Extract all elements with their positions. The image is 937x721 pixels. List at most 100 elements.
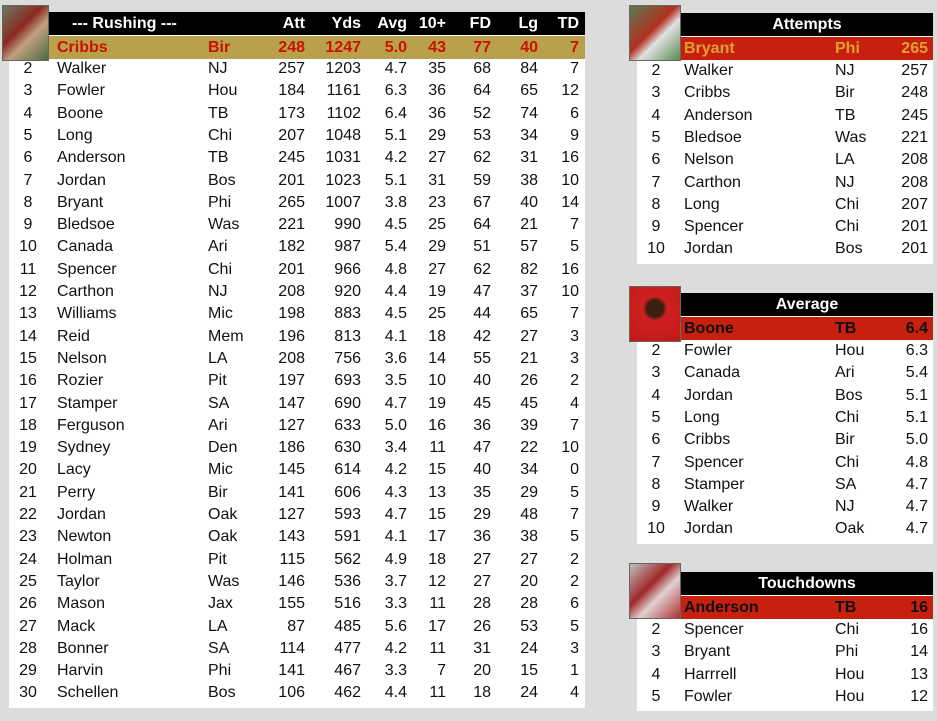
table-row[interactable]: 27 Mack LA 87 485 5.6 17 26 53 5 (0, 616, 585, 638)
column-header-fd[interactable]: FD (469, 15, 491, 32)
column-header-td[interactable]: TD (557, 15, 579, 32)
list-item[interactable]: 10 Jordan Bos 201 (637, 238, 933, 260)
table-row[interactable]: 16 Rozier Pit 197 693 3.5 10 40 26 2 (0, 370, 585, 392)
lg: 22 (520, 439, 538, 457)
rank: 8 (651, 195, 661, 213)
table-row[interactable]: 19 Sydney Den 186 630 3.4 11 47 22 10 (0, 437, 585, 459)
team: TB (208, 104, 229, 122)
avg: 4.3 (384, 483, 407, 501)
list-item[interactable]: 6 Nelson LA 208 (637, 149, 933, 171)
panel-touchdowns (637, 572, 933, 712)
table-row[interactable]: 2 Walker NJ 257 1203 4.7 35 68 84 7 (0, 58, 585, 80)
list-item[interactable]: 5 Long Chi 5.1 (637, 407, 933, 429)
player-name: Mason (57, 595, 106, 613)
list-item[interactable]: 3 Bryant Phi 14 (637, 641, 933, 663)
table-row[interactable]: 25 Taylor Was 146 536 3.7 12 27 20 2 (0, 571, 585, 593)
table-row[interactable]: 22 Jordan Oak 127 593 4.7 15 29 48 7 (0, 504, 585, 526)
fd: 64 (473, 216, 491, 234)
table-row[interactable]: 14 Reid Mem 196 813 4.1 18 42 27 3 (0, 326, 585, 348)
table-row[interactable]: 24 Holman Pit 115 562 4.9 18 27 27 2 (0, 549, 585, 571)
yds: 756 (334, 349, 361, 367)
table-row[interactable]: 3 Fowler Hou 184 1161 6.3 36 64 65 12 (0, 80, 585, 102)
fd: 36 (473, 416, 491, 434)
table-row[interactable]: 8 Bryant Phi 265 1007 3.8 23 67 40 14 (0, 192, 585, 214)
table-row[interactable]: 28 Bonner SA 114 477 4.2 11 31 24 3 (0, 638, 585, 660)
list-item[interactable]: 8 Long Chi 207 (637, 194, 933, 216)
list-item[interactable]: 2 Walker NJ 257 (637, 60, 933, 82)
column-header-10plus[interactable]: 10+ (418, 15, 446, 32)
list-item[interactable]: 9 Walker NJ 4.7 (637, 496, 933, 518)
yds: 467 (334, 662, 361, 680)
yds: 516 (334, 595, 361, 613)
rank: 9 (23, 216, 33, 234)
list-item[interactable]: 3 Cribbs Bir 248 (637, 82, 933, 104)
team: Chi (835, 218, 860, 236)
td: 5 (570, 617, 579, 635)
table-row[interactable]: 21 Perry Bir 141 606 4.3 13 35 29 5 (0, 482, 585, 504)
leader-row[interactable]: Cribbs Bir 248 1247 5.0 43 77 40 7 (49, 36, 585, 59)
lg: 65 (520, 305, 538, 323)
td: 16 (561, 260, 579, 278)
att: 182 (278, 238, 305, 256)
leader-row[interactable]: Bryant Phi 265 (681, 37, 933, 60)
table-row[interactable]: 9 Bledsoe Was 221 990 4.5 25 64 21 7 (0, 214, 585, 236)
list-item[interactable]: 10 Jordan Oak 4.7 (637, 518, 933, 540)
column-header-att[interactable]: Att (282, 15, 305, 32)
lg: 27 (520, 327, 538, 345)
table-row[interactable]: 6 Anderson TB 245 1031 4.2 27 62 31 16 (0, 147, 585, 169)
list-item[interactable]: 5 Bledsoe Was 221 (637, 127, 933, 149)
table-row[interactable]: 12 Carthon NJ 208 920 4.4 19 47 37 10 (0, 281, 585, 303)
list-item[interactable]: 8 Stamper SA 4.7 (637, 474, 933, 496)
table-row[interactable]: 7 Jordan Bos 201 1023 5.1 31 59 38 10 (0, 170, 585, 192)
table-row[interactable]: 13 Williams Mic 198 883 4.5 25 44 65 7 (0, 303, 585, 325)
yds: 813 (334, 327, 361, 345)
rank: 3 (651, 364, 661, 382)
table-row[interactable]: 23 Newton Oak 143 591 4.1 17 36 38 5 (0, 526, 585, 548)
td: 2 (570, 372, 579, 390)
table-row[interactable]: 30 Schellen Bos 106 462 4.4 11 18 24 4 (0, 682, 585, 704)
list-item[interactable]: 2 Spencer Chi 16 (637, 619, 933, 641)
ten-plus: 31 (428, 171, 446, 189)
list-item[interactable]: 4 Harrrell Hou 13 (637, 664, 933, 686)
list-item[interactable]: 7 Carthon NJ 208 (637, 172, 933, 194)
table-row[interactable]: 10 Canada Ari 182 987 5.4 29 51 57 5 (0, 236, 585, 258)
value: 16 (910, 599, 928, 616)
att: 127 (278, 416, 305, 434)
table-row[interactable]: 15 Nelson LA 208 756 3.6 14 55 21 3 (0, 348, 585, 370)
team: LA (208, 617, 228, 635)
avg: 5.4 (384, 238, 407, 256)
column-header-avg[interactable]: Avg (377, 15, 407, 32)
list-item[interactable]: 4 Anderson TB 245 (637, 105, 933, 127)
list-item[interactable]: 4 Jordan Bos 5.1 (637, 385, 933, 407)
att: 201 (278, 260, 305, 278)
leader-row[interactable]: Boone TB 6.4 (681, 317, 933, 340)
table-row[interactable]: 17 Stamper SA 147 690 4.7 19 45 45 4 (0, 393, 585, 415)
list-item[interactable]: 2 Fowler Hou 6.3 (637, 340, 933, 362)
column-header-lg[interactable]: Lg (518, 15, 538, 32)
table-row[interactable]: 4 Boone TB 173 1102 6.4 36 52 74 6 (0, 103, 585, 125)
ten-plus: 36 (428, 82, 446, 100)
value: 4.7 (905, 475, 928, 493)
leader-row[interactable]: Anderson TB 16 (681, 596, 933, 619)
list-item[interactable]: 7 Spencer Chi 4.8 (637, 452, 933, 474)
player-name: Anderson (57, 149, 126, 167)
ten-plus: 27 (428, 260, 446, 278)
list-item[interactable]: 3 Canada Ari 5.4 (637, 362, 933, 384)
ten-plus: 17 (428, 617, 446, 635)
list-item[interactable]: 6 Cribbs Bir 5.0 (637, 429, 933, 451)
lg: 38 (520, 528, 538, 546)
table-row[interactable]: 18 Ferguson Ari 127 633 5.0 16 36 39 7 (0, 415, 585, 437)
table-row[interactable]: 29 Harvin Phi 141 467 3.3 7 20 15 1 (0, 660, 585, 682)
list-item[interactable]: 5 Fowler Hou 12 (637, 686, 933, 708)
table-row[interactable]: 5 Long Chi 207 1048 5.1 29 53 34 9 (0, 125, 585, 147)
ten-plus: 11 (429, 439, 446, 457)
att: 147 (278, 394, 305, 412)
list-item[interactable]: 9 Spencer Chi 201 (637, 216, 933, 238)
column-header-yds[interactable]: Yds (331, 15, 361, 32)
table-row[interactable]: 26 Mason Jax 155 516 3.3 11 28 28 6 (0, 593, 585, 615)
table-row[interactable]: 20 Lacy Mic 145 614 4.2 15 40 34 0 (0, 459, 585, 481)
table-row[interactable]: 11 Spencer Chi 201 966 4.8 27 62 82 16 (0, 259, 585, 281)
team: Bos (208, 684, 236, 702)
rank: 2 (651, 621, 661, 638)
rank: 7 (651, 453, 661, 471)
